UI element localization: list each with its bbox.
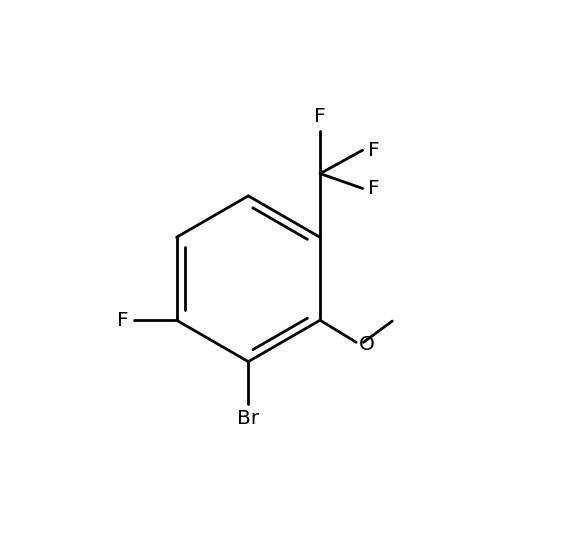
Text: F: F — [117, 311, 129, 330]
Text: F: F — [368, 141, 379, 160]
Text: Br: Br — [237, 409, 259, 428]
Text: F: F — [314, 107, 326, 126]
Text: O: O — [359, 336, 374, 354]
Text: F: F — [368, 179, 379, 198]
